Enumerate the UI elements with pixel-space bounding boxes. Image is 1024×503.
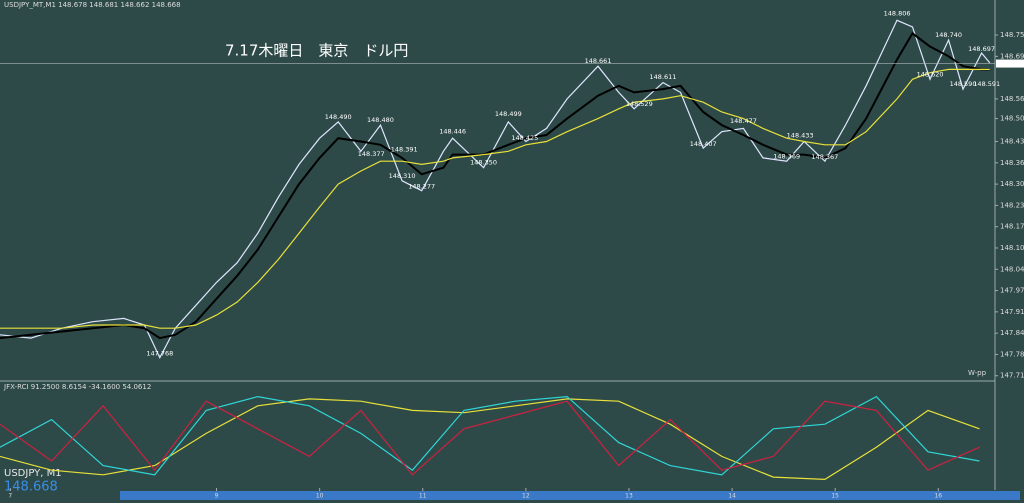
- chart-subtitle: USDJPY_MT,M1 148.678 148.681 148.662 148…: [4, 1, 181, 9]
- y-tick-label: 148.105: [1000, 244, 1024, 252]
- price-annotation: 148.369: [773, 153, 800, 161]
- x-tick-label: 10: [316, 493, 324, 500]
- price-annotation: 148.591: [973, 80, 1000, 88]
- y-tick-label: 148.560: [1000, 95, 1024, 103]
- last-price: 148.668: [4, 480, 58, 495]
- note: W-pp: [968, 369, 987, 377]
- series-line: [0, 400, 980, 476]
- x-tick-label: 12: [522, 493, 530, 500]
- x-tick-label: 11: [419, 493, 427, 500]
- price-annotation: 148.620: [917, 70, 944, 78]
- price-annotation: 147.768: [146, 349, 173, 357]
- x-tick-label: 14: [728, 493, 736, 500]
- y-tick-label: 148.755: [1000, 31, 1024, 39]
- price-annotation: 148.446: [439, 127, 466, 135]
- y-tick-label: 148.040: [1000, 265, 1024, 273]
- x-tick-label: 7: [8, 493, 12, 500]
- y-tick-label: 148.170: [1000, 223, 1024, 231]
- x-tick-label: 9: [215, 493, 219, 500]
- price-annotation: 148.740: [935, 31, 962, 39]
- y-tick-label: 148.500: [1000, 115, 1024, 123]
- series-line: [0, 19, 991, 360]
- price-annotation: 148.477: [730, 117, 757, 125]
- price-annotation: 148.499: [495, 110, 522, 118]
- y-tick-label: 148.430: [1000, 138, 1024, 146]
- x-tick-label: 15: [831, 493, 839, 500]
- price-annotation: 148.277: [408, 183, 435, 191]
- last-price-box: [996, 59, 1024, 68]
- y-tick-label: 147.780: [1000, 350, 1024, 358]
- price-annotation: 148.367: [811, 153, 838, 161]
- y-tick-label: 148.690: [1000, 52, 1024, 60]
- price-annotation: 148.310: [389, 172, 416, 180]
- x-tick-label: 13: [625, 493, 633, 500]
- price-annotation: 148.480: [367, 116, 394, 124]
- y-tick-label: 147.910: [1000, 308, 1024, 316]
- price-annotation: 148.490: [325, 113, 352, 121]
- series-line: [0, 398, 980, 481]
- price-annotation: 148.661: [585, 57, 612, 65]
- price-annotation: 148.697: [968, 45, 995, 53]
- series-line: [0, 68, 990, 329]
- y-tick-label: 148.235: [1000, 201, 1024, 209]
- price-annotation: 148.433: [787, 132, 814, 140]
- series-line: [0, 395, 980, 476]
- price-annotation: 148.806: [884, 9, 911, 17]
- symbol-label: USDJPY, M1: [4, 468, 62, 479]
- price-annotation: 148.611: [650, 73, 677, 81]
- x-tick-label: 16: [934, 493, 942, 500]
- price-annotation: 148.377: [358, 150, 385, 158]
- price-annotation: 148.590: [950, 80, 977, 88]
- price-annotation: 148.350: [470, 159, 497, 167]
- chart-title: 7.17木曜日 東京 ドル円: [225, 42, 408, 60]
- scrollbar[interactable]: [120, 491, 1020, 500]
- y-tick-label: 148.300: [1000, 180, 1024, 188]
- y-tick-label: 147.715: [1000, 372, 1024, 380]
- y-tick-label: 147.845: [1000, 329, 1024, 337]
- y-tick-label: 148.365: [1000, 159, 1024, 167]
- price-annotation: 148.529: [626, 100, 653, 108]
- oscillator-title: JFX-RCI 91.2500 8.6154 -34.1600 54.0612: [3, 383, 151, 391]
- price-annotation: 148.391: [391, 145, 418, 153]
- y-tick-label: 147.975: [1000, 287, 1024, 295]
- price-annotation: 148.425: [511, 134, 538, 142]
- price-annotation: 148.407: [690, 140, 717, 148]
